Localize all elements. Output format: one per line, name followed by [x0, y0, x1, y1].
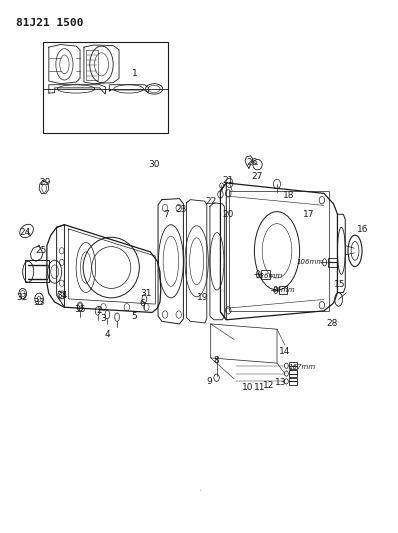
Text: 14: 14 [279, 346, 291, 356]
Text: 81J21 1500: 81J21 1500 [16, 19, 83, 28]
Text: 11: 11 [254, 383, 265, 392]
Text: 12: 12 [263, 381, 274, 390]
Bar [261, 270, 270, 279]
Text: 15: 15 [334, 280, 345, 289]
Text: 24: 24 [20, 228, 31, 237]
Text: 2: 2 [97, 306, 102, 316]
Text: 13: 13 [275, 378, 287, 387]
Text: 31: 31 [140, 289, 152, 298]
Text: 17: 17 [302, 210, 314, 219]
Text: 5: 5 [132, 312, 138, 321]
Text: 86mm: 86mm [273, 287, 296, 293]
Text: 18: 18 [283, 191, 295, 200]
Text: 26: 26 [246, 158, 258, 166]
Text: 28: 28 [326, 319, 337, 328]
Bar [25, 260, 49, 282]
Text: 32: 32 [16, 293, 27, 302]
Text: 7: 7 [163, 210, 169, 219]
Text: 167mm: 167mm [289, 364, 316, 370]
Bar [289, 370, 297, 377]
Text: 6: 6 [140, 298, 145, 308]
Text: 16: 16 [357, 225, 369, 235]
Bar [229, 191, 329, 311]
Text: 30: 30 [148, 160, 160, 169]
Text: 35: 35 [74, 305, 86, 314]
Text: 27: 27 [252, 172, 263, 181]
Bar [43, 42, 168, 133]
Text: 10: 10 [242, 383, 254, 392]
Text: 33: 33 [33, 297, 45, 306]
Bar [279, 286, 287, 294]
Text: 1: 1 [132, 69, 138, 78]
Bar [86, 50, 98, 80]
Bar [328, 258, 338, 266]
Text: 8: 8 [214, 356, 219, 365]
Text: 25: 25 [35, 246, 47, 255]
Bar [289, 362, 297, 369]
Text: 3: 3 [101, 314, 106, 323]
Text: 4: 4 [105, 330, 110, 339]
Text: 9: 9 [206, 377, 212, 386]
Text: 19: 19 [197, 293, 209, 302]
Text: .: . [198, 484, 200, 493]
Bar [289, 378, 297, 385]
Text: 22: 22 [205, 197, 217, 206]
Text: 136mm: 136mm [256, 273, 283, 279]
Text: 106mm: 106mm [297, 260, 324, 265]
Text: 29: 29 [39, 179, 51, 188]
Text: 23: 23 [176, 205, 187, 214]
Text: 21: 21 [222, 176, 234, 185]
Text: 20: 20 [222, 210, 234, 219]
Text: 34: 34 [56, 290, 67, 300]
